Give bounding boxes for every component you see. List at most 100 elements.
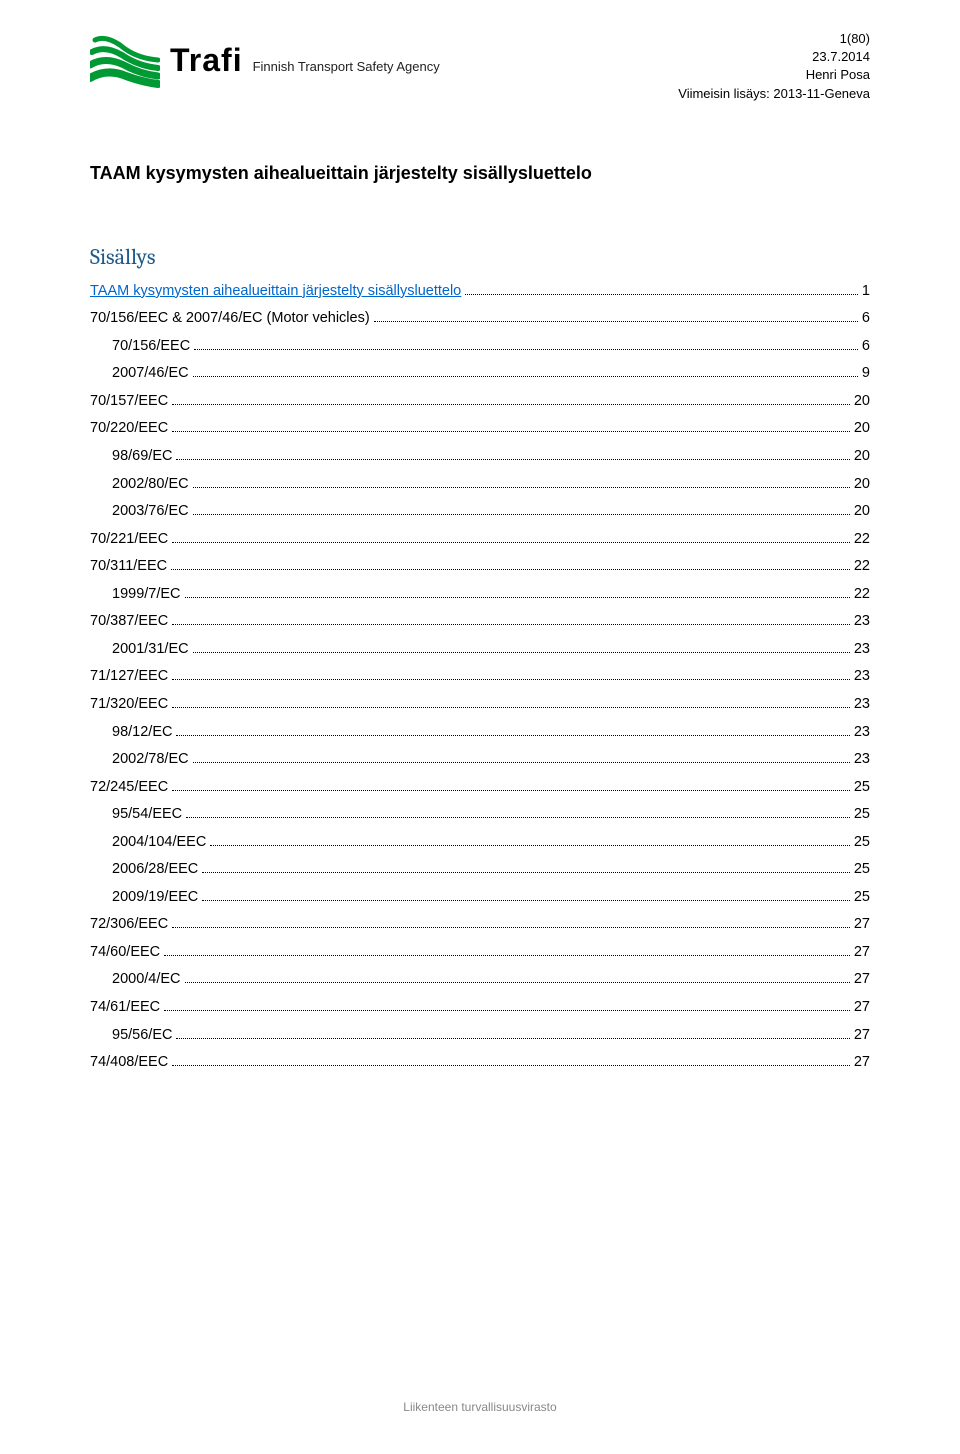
toc-entry[interactable]: 95/56/EC 27 [90,1022,870,1050]
toc-entry[interactable]: 71/127/EEC23 [90,663,870,691]
toc-entry-page: 1 [862,278,870,306]
toc-entry[interactable]: 2002/80/EC 20 [90,471,870,499]
toc-entry-label: TAAM kysymysten aihealueittain järjestel… [90,278,461,306]
toc-entry[interactable]: 2003/76/EC 20 [90,498,870,526]
toc-entry-label: 98/69/EC [112,443,172,471]
toc-entry-label: 74/60/EEC [90,939,160,967]
toc-leader [176,735,849,736]
toc-entry[interactable]: 74/408/EEC27 [90,1049,870,1077]
toc-leader [186,817,850,818]
toc-entry-label: 1999/7/EC [112,581,181,609]
toc-leader [193,487,850,488]
page-header: Trafi Finnish Transport Safety Agency 1(… [90,30,870,103]
toc-entry-page: 20 [854,471,870,499]
toc-entry[interactable]: 2004/104/EEC25 [90,829,870,857]
toc-entry[interactable]: 70/156/EEC & 2007/46/EC (Motor vehicles)… [90,305,870,333]
toc-entry-label: 70/311/EEC [90,553,167,581]
toc-entry-page: 25 [854,884,870,912]
toc-leader [172,927,850,928]
toc-entry[interactable]: 1999/7/EC 22 [90,581,870,609]
toc-entry-page: 9 [862,360,870,388]
header-meta: 1(80) 23.7.2014 Henri Posa Viimeisin lis… [678,30,870,103]
toc-entry[interactable]: 2002/78/EC 23 [90,746,870,774]
page-indicator: 1(80) [678,30,870,48]
toc-entry[interactable]: 70/157/EEC20 [90,388,870,416]
toc-leader [193,652,850,653]
toc-entry-page: 27 [854,1049,870,1077]
document-page: Trafi Finnish Transport Safety Agency 1(… [0,0,960,1454]
toc-entry-page: 25 [854,829,870,857]
toc-entry[interactable]: 2006/28/EEC 25 [90,856,870,884]
page-footer: Liikenteen turvallisuusvirasto [0,1400,960,1414]
toc-leader [172,790,850,791]
toc-entry-label: 70/156/EEC & 2007/46/EC (Motor vehicles) [90,305,370,333]
toc-entry-label: 95/54/EEC [112,801,182,829]
toc-entry-label: 71/320/EEC [90,691,168,719]
header-author: Henri Posa [678,66,870,84]
toc-leader [465,294,858,295]
header-date: 23.7.2014 [678,48,870,66]
logo-name: Trafi [170,42,243,79]
toc-entry[interactable]: 70/221/EEC 22 [90,526,870,554]
toc-leader [185,982,850,983]
table-of-contents: TAAM kysymysten aihealueittain järjestel… [90,278,870,1077]
toc-entry-page: 23 [854,746,870,774]
toc-entry-label: 70/220/EEC [90,415,168,443]
toc-entry[interactable]: 72/245/EEC25 [90,774,870,802]
toc-entry-page: 27 [854,966,870,994]
toc-entry-label: 2009/19/EEC [112,884,198,912]
toc-leader [202,900,850,901]
toc-leader [194,349,858,350]
toc-entry[interactable]: 2001/31/EC 23 [90,636,870,664]
toc-entry-label: 2002/80/EC [112,471,189,499]
toc-entry[interactable]: TAAM kysymysten aihealueittain järjestel… [90,278,870,306]
toc-leader [172,431,850,432]
toc-entry-page: 25 [854,801,870,829]
toc-leader [172,707,850,708]
toc-entry[interactable]: 2000/4/EC27 [90,966,870,994]
toc-entry[interactable]: 70/220/EEC20 [90,415,870,443]
toc-entry-label: 70/221/EEC [90,526,168,554]
logo-block: Trafi Finnish Transport Safety Agency [90,30,440,90]
toc-entry[interactable]: 98/69/EC 20 [90,443,870,471]
toc-entry-label: 72/306/EEC [90,911,168,939]
toc-entry-label: 2003/76/EC [112,498,189,526]
toc-entry-label: 2007/46/EC [112,360,189,388]
toc-entry[interactable]: 95/54/EEC 25 [90,801,870,829]
toc-leader [172,404,850,405]
toc-entry[interactable]: 74/60/EEC27 [90,939,870,967]
toc-entry-page: 20 [854,443,870,471]
toc-entry-label: 95/56/EC [112,1022,172,1050]
toc-entry-page: 23 [854,719,870,747]
toc-entry-label: 2006/28/EEC [112,856,198,884]
toc-entry-label: 2001/31/EC [112,636,189,664]
toc-leader [172,542,850,543]
toc-entry[interactable]: 70/156/EEC6 [90,333,870,361]
toc-entry-page: 27 [854,1022,870,1050]
toc-entry[interactable]: 2007/46/EC 9 [90,360,870,388]
toc-leader [374,321,858,322]
toc-leader [210,845,850,846]
toc-entry-link[interactable]: TAAM kysymysten aihealueittain järjestel… [90,283,461,299]
toc-entry-page: 22 [854,526,870,554]
toc-entry-label: 98/12/EC [112,719,172,747]
logo-tagline: Finnish Transport Safety Agency [253,59,440,74]
toc-entry[interactable]: 2009/19/EEC 25 [90,884,870,912]
toc-entry[interactable]: 70/311/EEC22 [90,553,870,581]
toc-entry[interactable]: 71/320/EEC23 [90,691,870,719]
toc-entry-page: 23 [854,636,870,664]
toc-entry-page: 22 [854,581,870,609]
toc-entry-page: 20 [854,498,870,526]
toc-entry-page: 6 [862,333,870,361]
toc-entry-page: 25 [854,774,870,802]
toc-entry-page: 6 [862,305,870,333]
toc-entry[interactable]: 70/387/EEC23 [90,608,870,636]
toc-heading: Sisällys [90,244,870,270]
toc-entry[interactable]: 74/61/EEC27 [90,994,870,1022]
toc-entry[interactable]: 72/306/EEC27 [90,911,870,939]
toc-entry[interactable]: 98/12/EC 23 [90,719,870,747]
toc-entry-label: 2002/78/EC [112,746,189,774]
toc-leader [171,569,850,570]
toc-leader [176,459,849,460]
toc-entry-page: 25 [854,856,870,884]
